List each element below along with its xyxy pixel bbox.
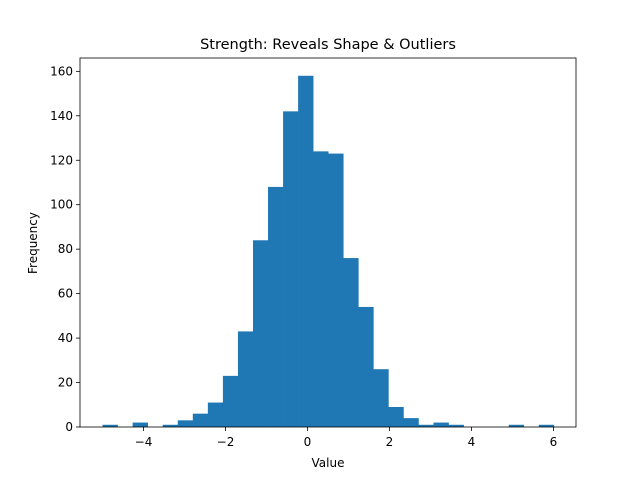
histogram-bar	[433, 422, 449, 427]
histogram-bar	[373, 369, 389, 427]
x-tick-label: 4	[468, 435, 476, 449]
y-tick-label: 80	[58, 242, 73, 256]
x-axis-ticks: −4 −2 0 2 4 6	[135, 427, 558, 449]
histogram-bar	[162, 424, 179, 427]
x-tick-label: 2	[386, 435, 394, 449]
histogram-bar	[252, 240, 269, 427]
y-tick-label: 120	[50, 153, 73, 167]
plot-frame	[79, 57, 577, 428]
y-tick-label: 40	[58, 331, 73, 345]
x-tick-label: −4	[135, 435, 153, 449]
y-axis-ticks: 0 20 40 60 80 100 120 140 160	[50, 64, 80, 434]
histogram-bar	[343, 258, 359, 427]
histogram-bar	[177, 420, 194, 427]
histogram-bar	[313, 151, 329, 427]
x-tick-label: 6	[550, 435, 558, 449]
y-axis-label: Frequency	[26, 212, 40, 274]
x-tick-label: −2	[217, 435, 235, 449]
chart-title: Strength: Reveals Shape & Outliers	[200, 37, 456, 53]
y-tick-label: 140	[50, 109, 73, 123]
histogram-bar	[207, 402, 224, 427]
histogram-bar	[222, 375, 239, 427]
histogram-bar	[328, 153, 344, 427]
y-tick-label: 100	[50, 198, 73, 212]
histogram-bar	[418, 424, 434, 427]
histogram-bar	[237, 331, 254, 427]
y-tick-label: 20	[58, 376, 73, 390]
x-axis-label: Value	[312, 456, 345, 470]
y-tick-label: 0	[65, 420, 73, 434]
histogram-bar	[403, 418, 419, 427]
histogram-bar	[388, 406, 404, 427]
histogram-bar	[298, 75, 314, 427]
histogram-bar	[268, 186, 284, 427]
histogram-bar	[538, 424, 555, 427]
histogram-bar	[508, 424, 525, 427]
histogram-bar	[283, 111, 299, 427]
x-tick-label: 0	[304, 435, 312, 449]
y-tick-label: 160	[50, 64, 73, 78]
histogram-bar	[448, 424, 464, 427]
histogram-bar	[358, 306, 374, 427]
histogram-bar	[132, 422, 148, 427]
bars-group	[102, 75, 555, 427]
histogram-bar	[102, 424, 118, 427]
histogram-bar	[192, 413, 209, 427]
y-tick-label: 60	[58, 287, 73, 301]
